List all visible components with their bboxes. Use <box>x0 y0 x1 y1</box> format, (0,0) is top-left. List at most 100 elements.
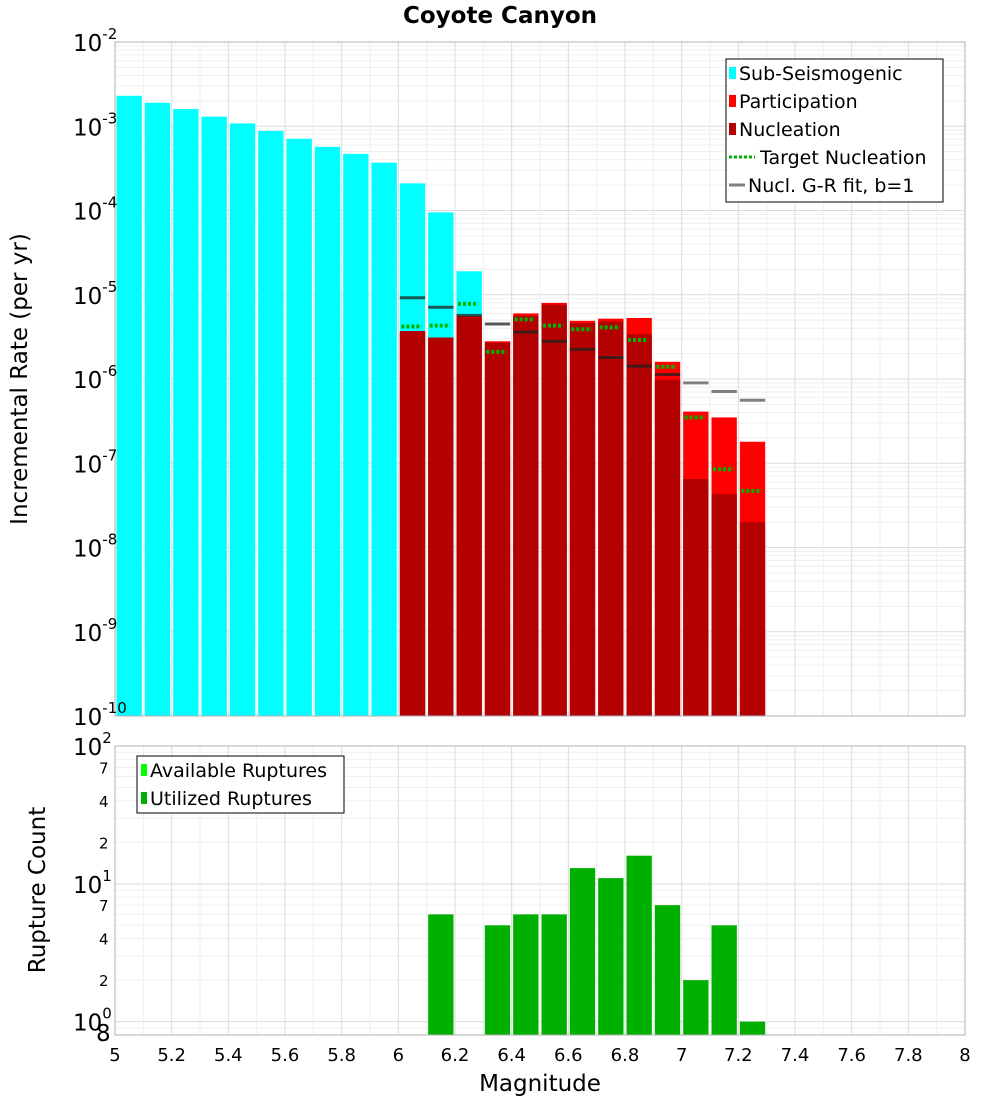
legend-target-nucleation: Target Nucleation <box>759 147 927 169</box>
x-tick-9: 6.8 <box>611 1045 640 1066</box>
nucleation-bars <box>399 304 766 716</box>
nucleation-bar-8 <box>626 334 652 716</box>
top-y-tick-0: 10-2 <box>73 25 117 57</box>
utilized-ruptures-bar-4 <box>569 868 596 1035</box>
x-tick-12: 7.4 <box>781 1045 810 1066</box>
bottom-y-tick-minor-4: 4 <box>99 931 109 949</box>
utilized-ruptures-bar-2 <box>513 914 539 1035</box>
top-y-tick-3: 10-5 <box>73 278 117 310</box>
utilized-ruptures-bars <box>428 855 766 1035</box>
sub-seismogenic-bar-6 <box>286 138 312 716</box>
top-legend-box <box>725 58 944 203</box>
bottom-y-tick-minor-0: 7 <box>99 759 109 777</box>
x-tick-0: 5 <box>109 1045 120 1066</box>
top-gridlines <box>114 42 966 717</box>
x-tick-labels: 5 5.2 5.4 5.6 5.8 6 6.2 6.4 6.6 6.8 7 7.2 7.4 7.6 7.8 8 <box>109 1045 970 1066</box>
bottom-legend-box <box>136 755 345 814</box>
sub-seismogenic-bar-2 <box>173 109 199 716</box>
nucleation-bar-9 <box>654 379 681 716</box>
x-tick-10: 7 <box>676 1045 687 1066</box>
x-tick-13: 7.6 <box>837 1045 866 1066</box>
nucleation-bar-6 <box>569 323 596 716</box>
legend-swatch-available <box>141 764 147 776</box>
legend-participation: Participation <box>739 91 858 113</box>
nucleation-bar-4 <box>513 315 539 716</box>
top-y-tick-8: 10-10 <box>73 699 127 731</box>
bottom-y-tick-minor-6: 8 <box>96 1021 111 1047</box>
bottom-y-axis-label: Rupture Count <box>25 807 51 973</box>
nucleation-bar-7 <box>598 321 624 716</box>
x-tick-4: 5.8 <box>327 1045 356 1066</box>
bottom-y-tick-minor-5: 2 <box>99 972 109 990</box>
nucleation-bar-11 <box>711 494 737 716</box>
legend-swatch-participation <box>729 95 736 107</box>
top-y-tick-6: 10-8 <box>73 531 117 563</box>
x-tick-2: 5.4 <box>214 1045 243 1066</box>
sub-seismogenic-bar-8 <box>343 153 369 717</box>
x-tick-1: 5.2 <box>157 1045 186 1066</box>
utilized-ruptures-bar-8 <box>683 980 709 1035</box>
top-y-tick-4: 10-6 <box>73 362 117 394</box>
top-y-tick-5: 10-7 <box>73 446 117 478</box>
sub-seismogenic-bar-7 <box>314 146 341 716</box>
utilized-ruptures-bar-9 <box>711 925 737 1035</box>
x-tick-5: 6 <box>393 1045 404 1066</box>
bottom-y-tick-minor-1: 4 <box>99 793 109 811</box>
x-tick-11: 7.2 <box>724 1045 753 1066</box>
utilized-ruptures-bar-5 <box>598 878 624 1035</box>
top-y-tick-7: 10-9 <box>73 615 117 647</box>
legend-gr-fit: Nucl. G-R fit, b=1 <box>748 175 914 197</box>
top-y-axis-label: Incremental Rate (per yr) <box>7 233 33 525</box>
nucleation-bar-1 <box>428 337 454 716</box>
chart-title: Coyote Canyon <box>403 3 597 29</box>
legend-swatch-sub-seismogenic <box>729 67 736 79</box>
bottom-y-tick-labels: 102 101 100 7 4 2 7 4 2 8 <box>73 729 112 1047</box>
nucleation-bar-0 <box>399 331 426 716</box>
legend-utilized-ruptures: Utilized Ruptures <box>150 788 312 810</box>
top-panel: 10-2 10-3 10-4 10-5 10-6 10-7 10-8 10-9 10-10 In… <box>7 25 966 731</box>
sub-seismogenic-bar-4 <box>229 123 256 716</box>
legend-nucleation: Nucleation <box>739 119 841 141</box>
sub-seismogenic-bar-0 <box>116 95 142 717</box>
x-tick-14: 7.8 <box>894 1045 923 1066</box>
sub-seismogenic-bar-3 <box>201 116 227 717</box>
bottom-legend: Available Ruptures Utilized Ruptures <box>136 755 345 814</box>
legend-swatch-nucleation <box>729 123 736 135</box>
x-tick-8: 6.6 <box>554 1045 583 1066</box>
legend-available-ruptures: Available Ruptures <box>150 760 327 782</box>
bottom-y-tick-major-0: 102 <box>73 729 112 761</box>
bottom-plot-frame <box>114 745 966 1036</box>
bottom-y-tick-major-2: 100 <box>73 1005 112 1037</box>
nucleation-bar-10 <box>683 479 709 716</box>
top-y-tick-1: 10-3 <box>73 109 117 141</box>
sub-seismogenic-bar-9 <box>371 162 397 716</box>
legend-sub-seismogenic: Sub-Seismogenic <box>739 63 903 85</box>
nucleation-bar-12 <box>739 522 766 716</box>
x-tick-6: 6.2 <box>441 1045 470 1066</box>
target-nucleation-segments <box>401 301 762 493</box>
legend-swatch-utilized <box>141 792 147 804</box>
bottom-panel: 102 101 100 7 4 2 7 4 2 8 Rupture Count Available… <box>25 729 971 1097</box>
sub-seismogenic-bar-5 <box>258 130 284 716</box>
utilized-ruptures-bar-10 <box>739 1021 766 1035</box>
utilized-ruptures-bar-0 <box>428 914 454 1035</box>
x-tick-7: 6.4 <box>497 1045 526 1066</box>
x-tick-15: 8 <box>959 1045 970 1066</box>
nucleation-bar-2 <box>456 317 482 716</box>
utilized-ruptures-bar-1 <box>484 925 511 1035</box>
top-y-tick-2: 10-4 <box>73 194 117 226</box>
x-axis-label: Magnitude <box>479 1071 601 1097</box>
top-legend: Sub-Seismogenic Participation Nucleation… <box>725 58 944 203</box>
sub-seismogenic-bar-1 <box>144 102 171 716</box>
x-tick-3: 5.6 <box>271 1045 300 1066</box>
bottom-y-tick-minor-3: 7 <box>99 897 109 915</box>
nucleation-bar-3 <box>484 342 511 716</box>
nucleation-bar-5 <box>541 304 567 716</box>
utilized-ruptures-bar-7 <box>654 905 681 1035</box>
utilized-ruptures-bar-6 <box>626 855 652 1035</box>
top-y-tick-labels: 10-2 10-3 10-4 10-5 10-6 10-7 10-8 10-9 10-10 <box>73 25 127 731</box>
gr-fit-segments <box>399 296 766 402</box>
bottom-y-tick-major-1: 101 <box>73 867 112 899</box>
bottom-y-tick-minor-2: 2 <box>99 834 109 852</box>
